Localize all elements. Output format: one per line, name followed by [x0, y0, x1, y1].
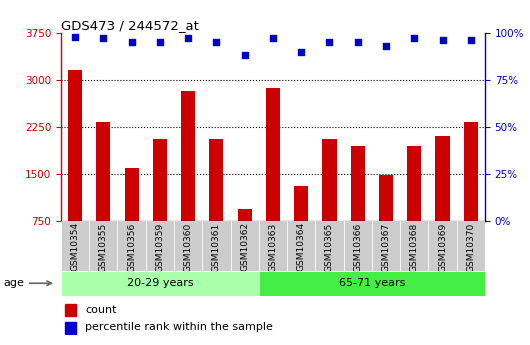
FancyBboxPatch shape [61, 271, 259, 296]
Text: 20-29 years: 20-29 years [127, 278, 193, 288]
Point [99, 36, 108, 41]
FancyBboxPatch shape [315, 221, 343, 271]
Text: GSM10364: GSM10364 [297, 222, 306, 272]
Point [212, 39, 220, 45]
Point [438, 38, 447, 43]
Point [127, 39, 136, 45]
Point [382, 43, 390, 49]
Text: GSM10354: GSM10354 [70, 222, 80, 272]
FancyBboxPatch shape [400, 221, 428, 271]
Bar [294, 186, 308, 221]
Text: GSM10367: GSM10367 [382, 222, 391, 272]
FancyBboxPatch shape [146, 221, 174, 271]
Bar [181, 91, 195, 221]
Text: GSM10362: GSM10362 [240, 222, 249, 272]
Point [466, 38, 475, 43]
FancyBboxPatch shape [259, 221, 287, 271]
Text: GSM10369: GSM10369 [438, 222, 447, 272]
Bar [266, 88, 280, 221]
Bar [379, 175, 393, 221]
Bar [407, 146, 421, 221]
Bar [237, 209, 252, 221]
FancyBboxPatch shape [343, 221, 372, 271]
Text: GSM10368: GSM10368 [410, 222, 419, 272]
Text: 65-71 years: 65-71 years [339, 278, 405, 288]
Text: count: count [85, 305, 117, 315]
Bar [464, 122, 478, 221]
Bar [153, 139, 167, 221]
Point [71, 34, 80, 39]
Text: GSM10370: GSM10370 [466, 222, 475, 272]
FancyBboxPatch shape [287, 221, 315, 271]
Bar [125, 168, 139, 221]
Bar [351, 146, 365, 221]
Bar [322, 139, 337, 221]
Point [325, 39, 334, 45]
Point [297, 49, 305, 54]
Bar [65, 304, 76, 316]
Point [269, 36, 277, 41]
Bar [96, 122, 110, 221]
Text: GSM10366: GSM10366 [354, 222, 362, 272]
Text: GSM10356: GSM10356 [127, 222, 136, 272]
FancyBboxPatch shape [372, 221, 400, 271]
FancyBboxPatch shape [89, 221, 118, 271]
Bar [65, 322, 76, 334]
Bar [68, 70, 82, 221]
FancyBboxPatch shape [174, 221, 202, 271]
Text: GSM10361: GSM10361 [212, 222, 221, 272]
Text: GSM10360: GSM10360 [184, 222, 192, 272]
Point [184, 36, 192, 41]
FancyBboxPatch shape [457, 221, 485, 271]
Bar [436, 136, 449, 221]
Text: GSM10363: GSM10363 [269, 222, 277, 272]
Text: GSM10365: GSM10365 [325, 222, 334, 272]
Point [410, 36, 419, 41]
Point [241, 52, 249, 58]
Text: age: age [3, 278, 51, 288]
FancyBboxPatch shape [259, 271, 485, 296]
Bar [209, 139, 224, 221]
FancyBboxPatch shape [428, 221, 457, 271]
FancyBboxPatch shape [61, 221, 89, 271]
Point [354, 39, 362, 45]
Text: percentile rank within the sample: percentile rank within the sample [85, 323, 273, 332]
Text: GSM10359: GSM10359 [155, 222, 164, 272]
Text: GDS473 / 244572_at: GDS473 / 244572_at [61, 19, 199, 32]
FancyBboxPatch shape [202, 221, 231, 271]
FancyBboxPatch shape [118, 221, 146, 271]
Text: GSM10355: GSM10355 [99, 222, 108, 272]
Point [156, 39, 164, 45]
FancyBboxPatch shape [231, 221, 259, 271]
